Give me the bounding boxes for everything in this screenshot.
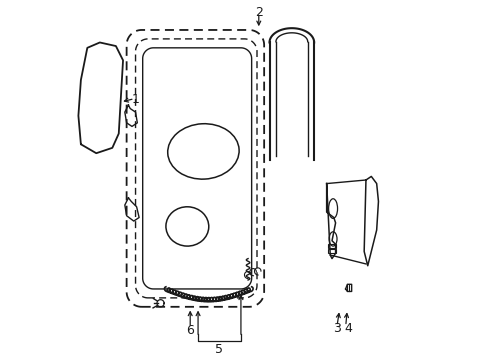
Text: 4: 4 <box>344 322 351 335</box>
Bar <box>327 249 335 253</box>
Text: 5: 5 <box>215 343 223 356</box>
Text: 3: 3 <box>332 322 340 335</box>
Text: 1: 1 <box>132 93 140 106</box>
Text: 6: 6 <box>186 324 194 337</box>
Text: 2: 2 <box>254 6 262 19</box>
Bar <box>327 244 335 248</box>
